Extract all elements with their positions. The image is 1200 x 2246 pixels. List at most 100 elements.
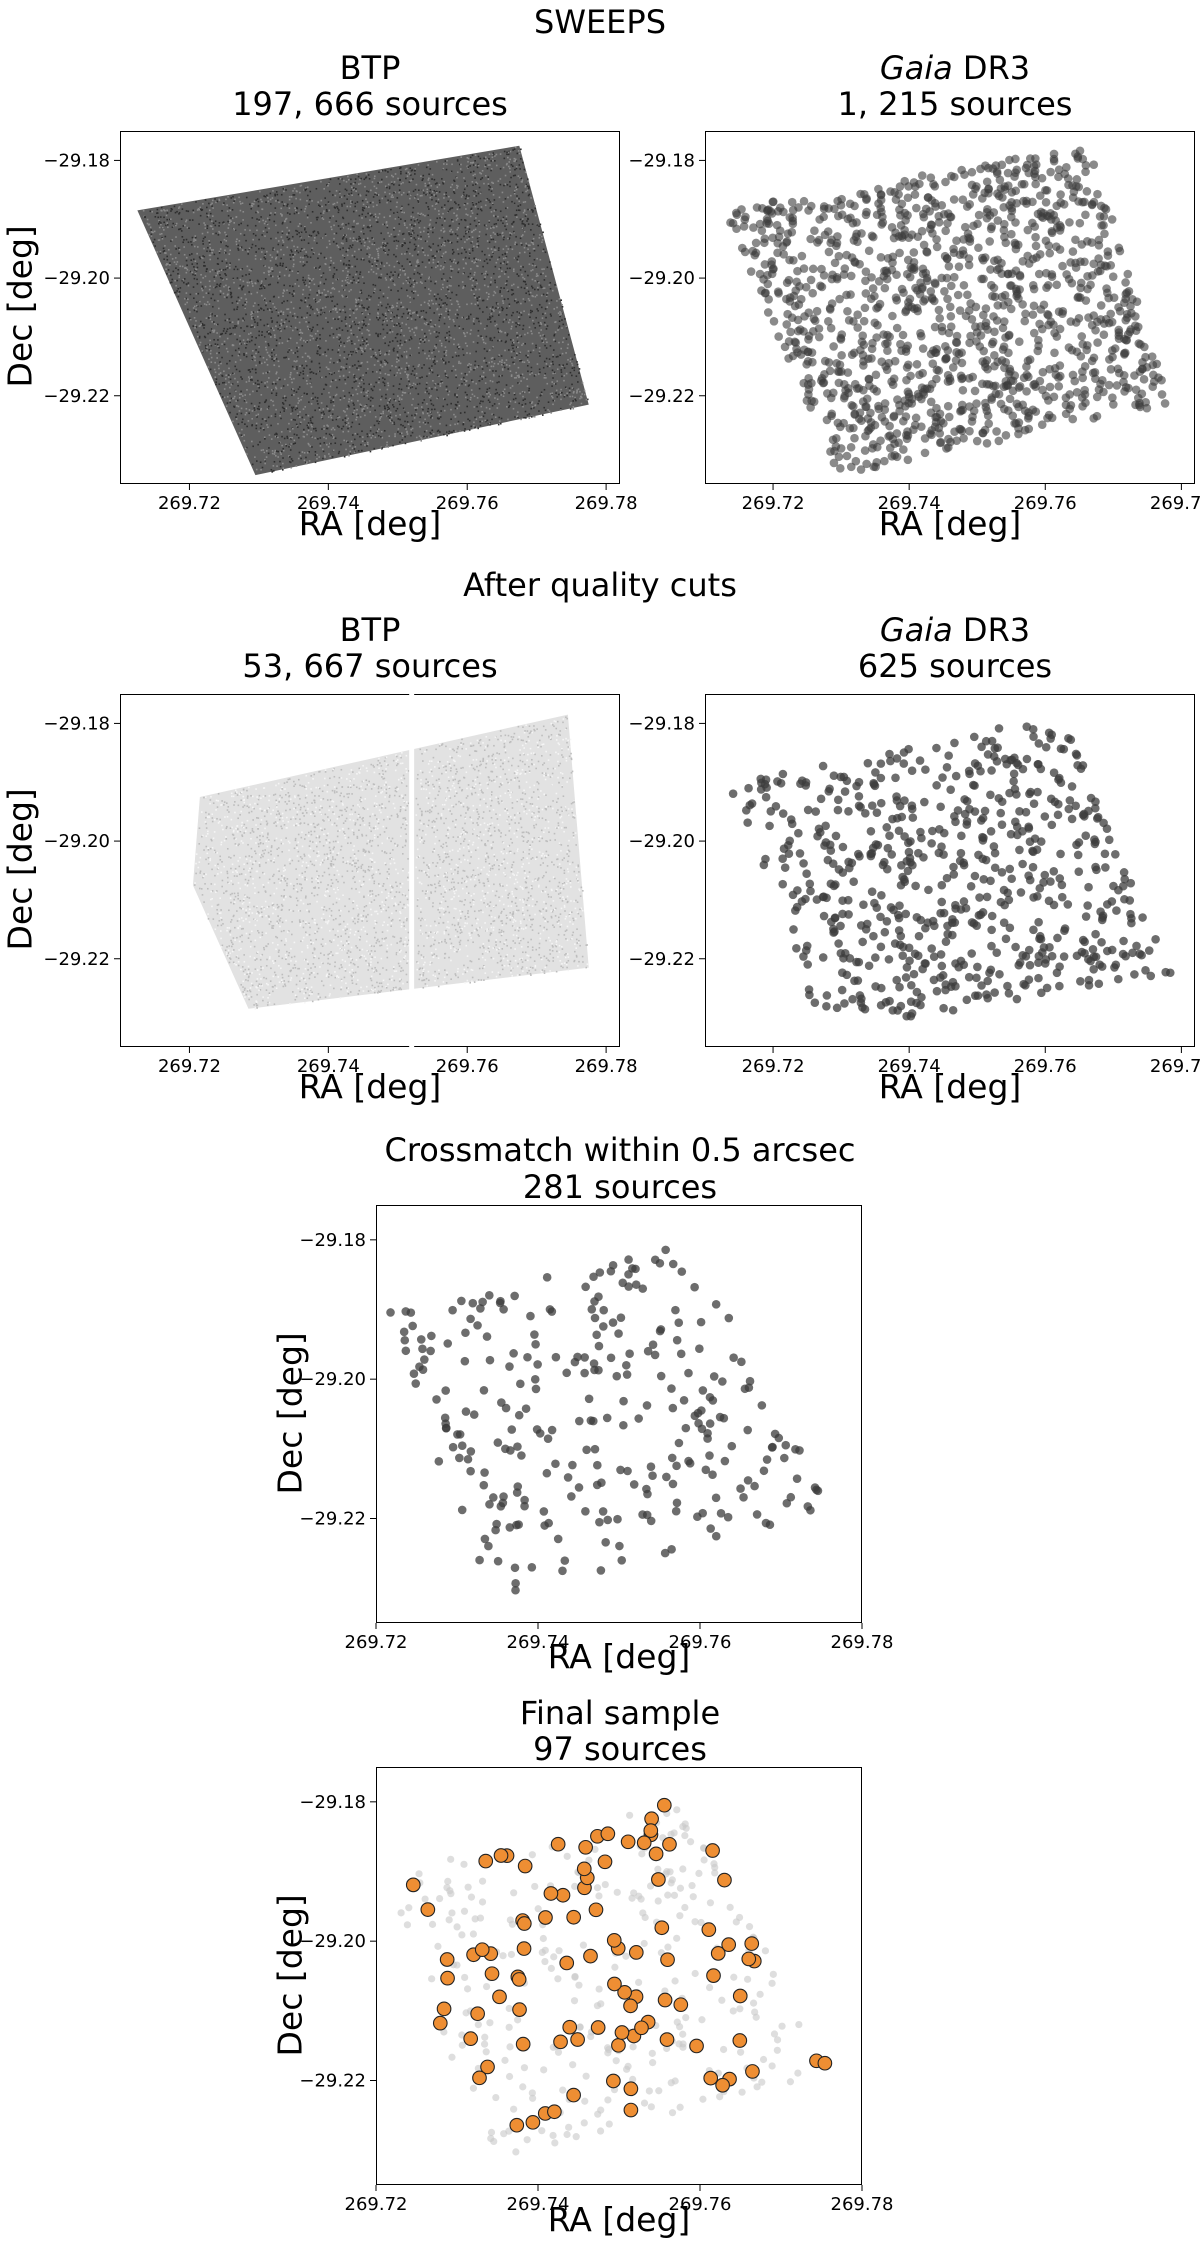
density-speck: [497, 331, 500, 333]
density-speck: [336, 425, 339, 427]
density-speck: [144, 215, 146, 218]
density-speck: [174, 257, 177, 259]
density-speck: [357, 368, 360, 371]
density-speck: [506, 153, 508, 156]
density-speck: [505, 318, 507, 321]
density-speck: [374, 193, 376, 196]
density-speck: [409, 354, 412, 357]
density-speck: [397, 216, 400, 218]
density-speck: [375, 332, 377, 335]
density-speck: [513, 357, 516, 359]
density-speck: [193, 305, 196, 308]
density-speck: [381, 197, 384, 200]
density-speck: [422, 174, 425, 177]
density-speck: [153, 238, 156, 241]
density-speck: [469, 333, 472, 335]
density-speck: [422, 421, 425, 424]
density-speck: [523, 310, 525, 313]
density-speck: [309, 417, 312, 420]
density-speck: [515, 214, 518, 216]
density-speck: [445, 163, 448, 166]
density-speck: [363, 350, 366, 353]
density-speck: [424, 286, 426, 289]
density-speck: [306, 305, 309, 308]
density-speck: [525, 190, 527, 193]
density-speck: [311, 422, 314, 425]
density-speck: [160, 206, 163, 209]
density-speck: [231, 383, 234, 385]
density-speck: [381, 323, 384, 326]
density-speck: [408, 191, 410, 193]
density-speck: [423, 318, 426, 320]
density-speck: [373, 385, 375, 388]
density-speck: [278, 442, 281, 444]
density-speck: [319, 337, 321, 340]
density-speck: [501, 232, 504, 235]
density-speck: [233, 281, 235, 284]
density-speck: [229, 321, 231, 324]
density-speck: [553, 399, 556, 402]
density-speck: [327, 348, 329, 351]
density-speck: [488, 157, 490, 160]
density-speck: [414, 407, 416, 409]
density-speck: [399, 333, 402, 336]
density-speck: [208, 358, 210, 361]
density-speck: [387, 286, 390, 289]
density-speck: [251, 282, 254, 285]
density-speck: [394, 235, 397, 238]
density-speck: [471, 240, 474, 243]
density-speck: [301, 395, 303, 398]
density-speck: [546, 266, 549, 269]
density-speck: [298, 321, 301, 324]
density-speck: [410, 227, 413, 230]
density-speck: [522, 201, 525, 204]
density-speck: [277, 450, 279, 453]
density-speck: [539, 355, 541, 357]
density-speck: [552, 289, 554, 292]
density-speck: [306, 261, 308, 263]
density-speck: [497, 234, 499, 237]
density-speck: [302, 339, 305, 342]
density-speck: [382, 328, 385, 331]
density-speck: [518, 252, 521, 254]
density-speck: [471, 180, 474, 183]
density-speck: [476, 299, 479, 302]
density-speck: [219, 274, 221, 276]
density-speck: [275, 450, 278, 452]
density-speck: [400, 432, 403, 434]
density-speck: [384, 372, 387, 375]
density-speck: [366, 190, 368, 192]
density-speck: [466, 352, 468, 354]
density-speck: [171, 258, 174, 260]
density-speck: [427, 206, 429, 208]
density-speck: [366, 441, 369, 444]
density-speck: [258, 238, 260, 241]
density-speck: [214, 361, 216, 364]
density-speck: [488, 392, 490, 394]
density-speck: [331, 433, 334, 436]
density-speck: [191, 236, 194, 239]
density-speck: [217, 300, 219, 302]
density-speck: [368, 260, 370, 262]
density-speck: [237, 321, 239, 324]
density-speck: [520, 314, 523, 316]
density-speck: [407, 378, 410, 381]
density-speck: [269, 308, 272, 310]
density-speck: [513, 157, 516, 160]
density-speck: [349, 450, 352, 453]
density-speck: [277, 240, 280, 242]
density-speck: [329, 361, 331, 364]
density-speck: [386, 186, 388, 189]
density-speck: [302, 408, 305, 410]
density-speck: [214, 371, 217, 374]
density-speck: [333, 372, 336, 374]
density-speck: [518, 200, 521, 203]
density-speck: [492, 252, 494, 254]
density-speck: [223, 340, 226, 343]
density-speck: [336, 311, 338, 314]
density-speck: [433, 189, 435, 192]
density-speck: [416, 219, 419, 221]
density-speck: [255, 337, 257, 339]
density-speck: [151, 210, 153, 213]
panel-subtitle-p1: 197, 666 sources: [232, 85, 508, 123]
